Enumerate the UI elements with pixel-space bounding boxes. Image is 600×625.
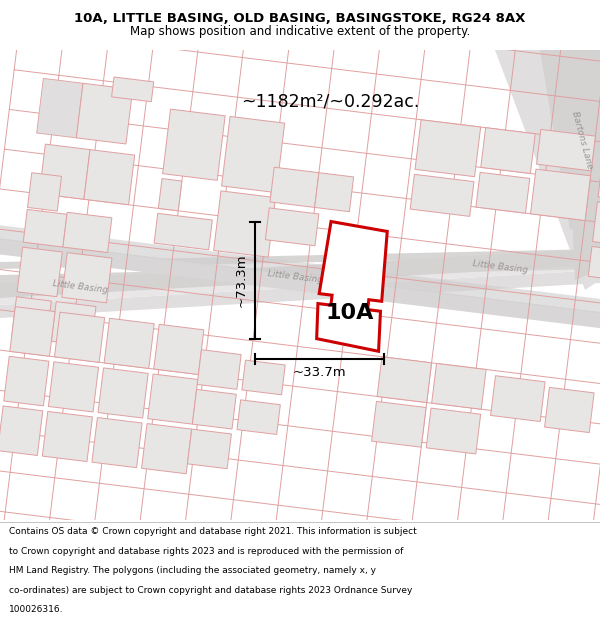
Polygon shape xyxy=(317,221,387,351)
Polygon shape xyxy=(415,120,481,177)
Polygon shape xyxy=(536,129,595,171)
Polygon shape xyxy=(62,253,112,302)
Polygon shape xyxy=(17,247,62,297)
Polygon shape xyxy=(481,127,535,174)
Polygon shape xyxy=(163,109,225,181)
Polygon shape xyxy=(158,179,182,211)
Polygon shape xyxy=(92,418,142,468)
Polygon shape xyxy=(0,270,600,318)
Text: ~33.7m: ~33.7m xyxy=(292,366,346,379)
Text: to Crown copyright and database rights 2023 and is reproduced with the permissio: to Crown copyright and database rights 2… xyxy=(9,547,403,556)
Text: Little Basing: Little Basing xyxy=(472,259,528,275)
Polygon shape xyxy=(593,202,600,247)
Polygon shape xyxy=(52,302,96,346)
Polygon shape xyxy=(410,174,474,216)
Polygon shape xyxy=(84,149,134,205)
Polygon shape xyxy=(214,191,275,257)
Text: Contains OS data © Crown copyright and database right 2021. This information is : Contains OS data © Crown copyright and d… xyxy=(9,528,417,536)
Polygon shape xyxy=(495,50,600,290)
Polygon shape xyxy=(237,400,280,434)
Polygon shape xyxy=(154,213,212,250)
Text: 100026316.: 100026316. xyxy=(9,605,64,614)
Polygon shape xyxy=(104,318,154,368)
Polygon shape xyxy=(377,357,431,402)
Polygon shape xyxy=(598,148,600,202)
Text: Little Basing: Little Basing xyxy=(267,269,323,285)
Text: Map shows position and indicative extent of the property.: Map shows position and indicative extent… xyxy=(130,24,470,38)
Polygon shape xyxy=(0,200,600,385)
Polygon shape xyxy=(0,262,600,282)
Text: Bartons Lane: Bartons Lane xyxy=(570,110,594,170)
Polygon shape xyxy=(4,356,49,406)
Polygon shape xyxy=(0,249,600,269)
Polygon shape xyxy=(37,78,83,138)
Polygon shape xyxy=(187,429,232,469)
Polygon shape xyxy=(148,374,198,424)
Polygon shape xyxy=(588,246,600,282)
Polygon shape xyxy=(23,209,67,247)
Text: HM Land Registry. The polygons (including the associated geometry, namely x, y: HM Land Registry. The polygons (includin… xyxy=(9,566,376,575)
Polygon shape xyxy=(270,168,319,208)
Polygon shape xyxy=(63,213,112,253)
Polygon shape xyxy=(39,144,90,199)
Polygon shape xyxy=(98,368,148,418)
Polygon shape xyxy=(197,350,241,389)
Polygon shape xyxy=(49,362,98,412)
Polygon shape xyxy=(142,424,192,474)
Polygon shape xyxy=(540,50,600,230)
Polygon shape xyxy=(491,376,545,421)
Polygon shape xyxy=(10,307,55,356)
Polygon shape xyxy=(28,173,62,211)
Polygon shape xyxy=(426,408,481,454)
Polygon shape xyxy=(545,388,594,432)
Polygon shape xyxy=(476,173,530,213)
Polygon shape xyxy=(55,312,104,362)
Polygon shape xyxy=(242,360,285,395)
Polygon shape xyxy=(0,213,600,399)
Polygon shape xyxy=(154,324,204,374)
Polygon shape xyxy=(530,169,590,221)
Text: Little Basing: Little Basing xyxy=(52,279,108,295)
Text: 10A, LITTLE BASING, OLD BASING, BASINGSTOKE, RG24 8AX: 10A, LITTLE BASING, OLD BASING, BASINGST… xyxy=(74,12,526,26)
Polygon shape xyxy=(265,208,319,246)
Polygon shape xyxy=(314,173,353,212)
Polygon shape xyxy=(0,249,600,298)
Polygon shape xyxy=(0,406,43,456)
Polygon shape xyxy=(371,401,426,448)
Polygon shape xyxy=(112,77,154,102)
Polygon shape xyxy=(43,411,92,462)
Polygon shape xyxy=(193,389,236,429)
Polygon shape xyxy=(11,297,51,341)
Polygon shape xyxy=(431,364,486,409)
Text: co-ordinates) are subject to Crown copyright and database rights 2023 Ordnance S: co-ordinates) are subject to Crown copyr… xyxy=(9,586,412,594)
Text: ~1182m²/~0.292ac.: ~1182m²/~0.292ac. xyxy=(241,93,419,111)
Text: ~73.3m: ~73.3m xyxy=(235,253,248,307)
Polygon shape xyxy=(76,83,133,144)
Text: 10A: 10A xyxy=(326,302,374,322)
Polygon shape xyxy=(221,116,284,192)
Polygon shape xyxy=(565,50,600,280)
Polygon shape xyxy=(0,258,600,305)
